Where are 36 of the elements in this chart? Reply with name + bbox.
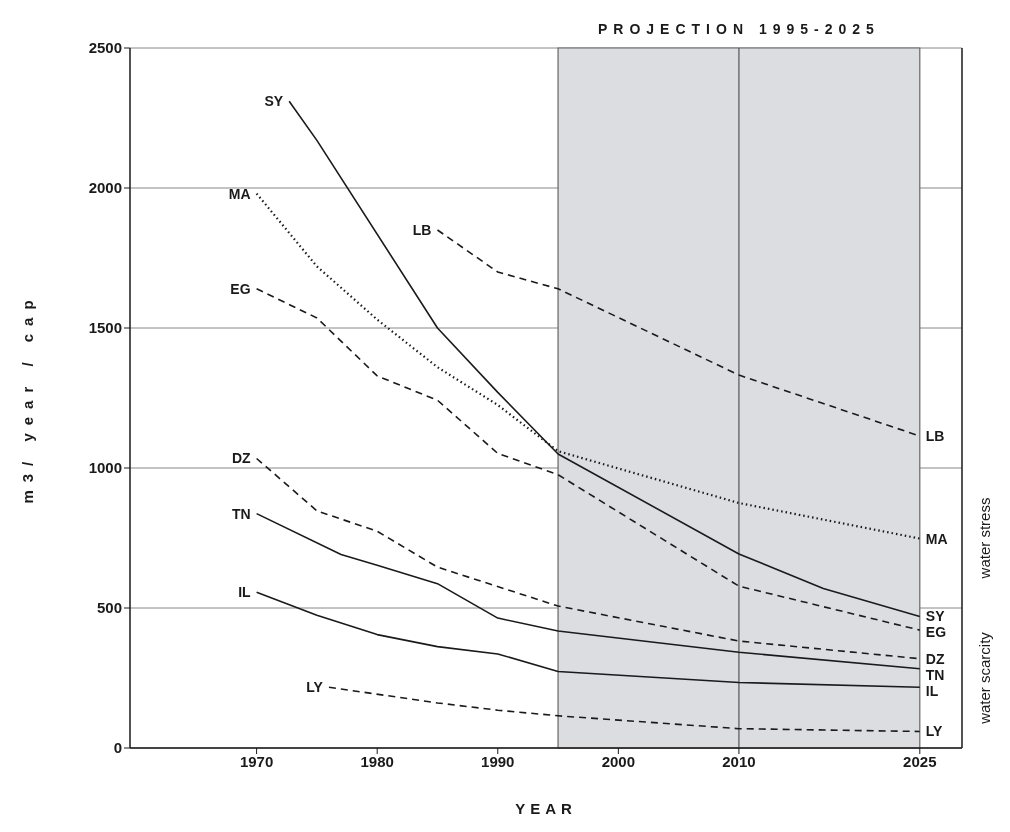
y-tick-label: 1500 xyxy=(88,319,122,337)
text: EG xyxy=(925,624,947,641)
text: IL xyxy=(925,682,939,699)
band-label: PROJECTION 1995-2025 xyxy=(598,21,880,37)
x-tick-label: 1990 xyxy=(481,752,515,770)
text: water scarcity xyxy=(975,632,993,724)
text: LY xyxy=(925,723,943,740)
x-tick-label: 2025 xyxy=(903,752,937,770)
series-label: SY xyxy=(264,93,284,110)
series-label: EG xyxy=(230,280,251,297)
y-tick-label: 0 xyxy=(113,739,122,757)
text: MA xyxy=(925,530,948,547)
text: DZ xyxy=(925,650,945,667)
line-series xyxy=(328,686,921,733)
y-axis-title: m3/ year / cap xyxy=(19,292,37,504)
line-series xyxy=(255,512,921,670)
series-label: DZ xyxy=(231,450,252,467)
x-tick-label: 1980 xyxy=(360,752,394,770)
series-label: TN xyxy=(231,505,251,522)
series-label: MA xyxy=(228,185,251,202)
x-tick-label: 2010 xyxy=(722,752,756,770)
series-label: LY xyxy=(306,679,324,696)
y-tick-label: 2000 xyxy=(88,179,122,197)
y-tick-label: 2500 xyxy=(88,39,122,57)
series-label: LB xyxy=(412,222,432,238)
text: LB xyxy=(925,428,945,445)
text: TN xyxy=(925,666,945,683)
y-tick-label: 1000 xyxy=(88,459,122,477)
text: SY xyxy=(925,608,945,625)
x-tick-label: 1970 xyxy=(239,752,274,770)
text: water stress xyxy=(975,497,993,579)
y-tick-label: 500 xyxy=(96,599,122,617)
series-label: IL xyxy=(238,584,252,601)
line-series xyxy=(255,288,921,631)
x-axis-title: YEAR xyxy=(515,800,577,817)
x-tick-label: 2000 xyxy=(601,752,636,770)
